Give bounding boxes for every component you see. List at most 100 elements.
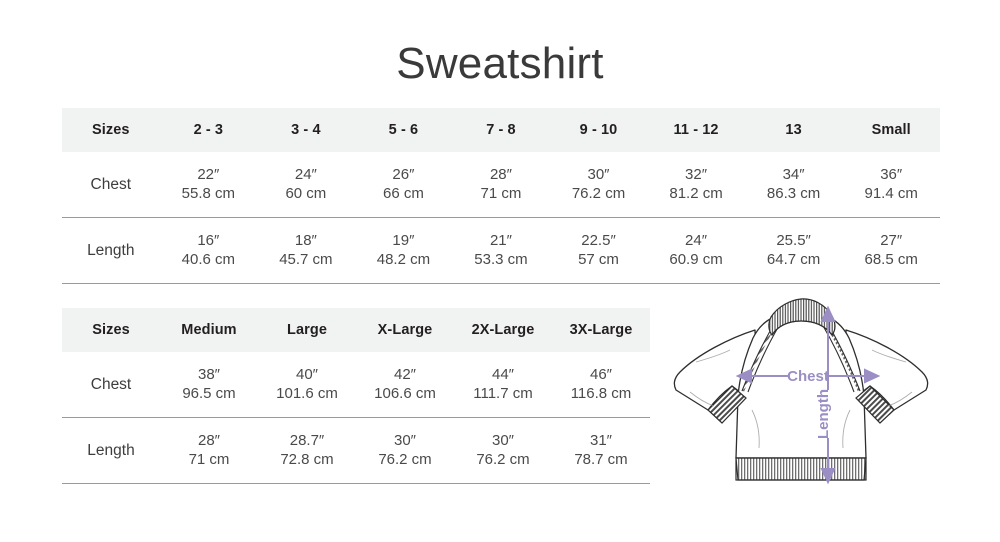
value-cm: 78.7 cm [574,450,628,468]
length-measure-arrow [820,305,836,485]
value-cm: 55.8 cm [181,184,235,202]
value-inches: 24″ [685,231,708,249]
value-cm: 76.2 cm [378,450,432,468]
col-header-x-large: X-Large [356,308,454,352]
row-label-length: Length [62,217,160,284]
cell-chest-x-large: 42″ 106.6 cm [356,352,454,418]
cell-chest-medium: 38″ 96.5 cm [160,352,258,418]
value-cm: 96.5 cm [182,384,236,402]
cell-length-9-10: 22.5″ 57 cm [549,217,648,284]
value-inches: 32″ [685,165,708,183]
value-cm: 64.7 cm [766,250,821,268]
value-cm: 71 cm [188,450,230,468]
value-cm: 40.6 cm [181,250,235,268]
row-label-length: Length [62,417,160,484]
value-cm: 72.8 cm [280,450,334,468]
value-cm: 116.8 cm [570,384,632,402]
value-inches: 28.7″ [289,431,325,449]
fabric-fold-lines [689,349,913,449]
value-inches: 30″ [394,431,416,449]
col-header-sizes: Sizes [62,308,160,352]
col-header-medium: Medium [160,308,258,352]
cell-chest-13: 34″ 86.3 cm [744,152,843,218]
page-title: Sweatshirt [396,39,604,88]
value-inches: 24″ [294,165,317,183]
cell-chest-11-12: 32″ 81.2 cm [647,152,745,218]
size-table-adult: Sizes Medium Large X-Large 2X-Large 3X-L… [62,308,650,484]
value-inches: 25.5″ [776,231,811,249]
value-inches: 28″ [198,431,220,449]
value-cm: 76.2 cm [476,450,530,468]
value-cm: 60 cm [285,184,327,202]
col-header-2x-large: 2X-Large [454,308,552,352]
value-inches: 18″ [294,231,317,249]
collar-ribbing [768,298,836,337]
cell-chest-9-10: 30″ 76.2 cm [549,152,648,218]
value-cm: 101.6 cm [276,384,338,402]
value-inches: 19″ [392,231,415,249]
cell-chest-small: 36″ 91.4 cm [842,152,940,218]
cell-chest-3x-large: 46″ 116.8 cm [552,352,650,418]
cell-length-2-3: 16″ 40.6 cm [159,217,258,284]
value-inches: 31″ [590,431,612,449]
cell-chest-5-6: 26″ 66 cm [354,152,453,218]
left-cuff [707,385,747,424]
table-row: Length 16″ 40.6 cm 18″ 45.7 cm 19″ 48.2 … [62,217,940,284]
value-cm: 91.4 cm [864,184,918,202]
table-adult-body: Chest 38″ 96.5 cm 40″ 101.6 cm 42″ 106.6… [62,352,650,484]
value-inches: 38″ [198,365,220,383]
value-inches: 42″ [394,365,416,383]
length-measure-label: Length [815,389,832,439]
value-cm: 68.5 cm [864,250,918,268]
row-label-chest: Chest [62,352,160,418]
value-inches: 27″ [880,231,903,249]
row-label-chest: Chest [62,152,160,218]
sweatshirt-diagram: Chest Length [660,292,956,497]
col-header-5-6: 5 - 6 [354,108,453,152]
cell-length-7-8: 21″ 53.3 cm [452,217,550,284]
size-table-kids: Sizes 2 - 3 3 - 4 5 - 6 7 - 8 9 - 10 11 … [62,108,940,284]
col-header-small: Small [842,108,940,152]
cell-chest-7-8: 28″ 71 cm [452,152,550,218]
value-cm: 71 cm [480,184,522,202]
cell-chest-large: 40″ 101.6 cm [258,352,356,418]
col-header-3-4: 3 - 4 [257,108,355,152]
value-cm: 106.6 cm [374,384,436,402]
table-adult-header: Sizes Medium Large X-Large 2X-Large 3X-L… [62,308,650,352]
cell-length-3x-large: 31″ 78.7 cm [552,417,650,484]
cell-length-small: 27″ 68.5 cm [842,217,940,284]
value-inches: 44″ [492,365,514,383]
cell-length-large: 28.7″ 72.8 cm [258,417,356,484]
value-inches: 22.5″ [581,231,616,249]
value-cm: 60.9 cm [669,250,723,268]
col-header-11-12: 11 - 12 [647,108,745,152]
value-inches: 16″ [197,231,220,249]
col-header-sizes: Sizes [62,108,160,152]
table-row-header: Sizes Medium Large X-Large 2X-Large 3X-L… [62,308,650,352]
chest-measure-label: Chest [787,368,829,385]
value-cm: 57 cm [578,250,619,268]
cell-length-13: 25.5″ 64.7 cm [744,217,843,284]
cell-chest-3-4: 24″ 60 cm [257,152,355,218]
value-cm: 111.7 cm [473,384,533,402]
value-cm: 48.2 cm [376,250,431,268]
col-header-large: Large [258,308,356,352]
cell-chest-2-3: 22″ 55.8 cm [159,152,258,218]
col-header-13: 13 [744,108,843,152]
col-header-9-10: 9 - 10 [549,108,648,152]
chest-measure-arrow [735,368,881,384]
value-inches: 28″ [489,165,512,183]
table-kids-body: Chest 22″ 55.8 cm 24″ 60 cm 26″ 66 cm 28… [62,152,940,284]
cell-chest-2x-large: 44″ 111.7 cm [454,352,552,418]
table-row-header: Sizes 2 - 3 3 - 4 5 - 6 7 - 8 9 - 10 11 … [62,108,940,152]
value-inches: 34″ [782,165,805,183]
col-header-2-3: 2 - 3 [159,108,258,152]
cell-length-3-4: 18″ 45.7 cm [257,217,355,284]
right-cuff [855,385,895,424]
table-kids-header: Sizes 2 - 3 3 - 4 5 - 6 7 - 8 9 - 10 11 … [62,108,940,152]
value-inches: 30″ [587,165,610,183]
cell-length-11-12: 24″ 60.9 cm [647,217,745,284]
value-inches: 26″ [392,165,415,183]
value-cm: 53.3 cm [474,250,528,268]
